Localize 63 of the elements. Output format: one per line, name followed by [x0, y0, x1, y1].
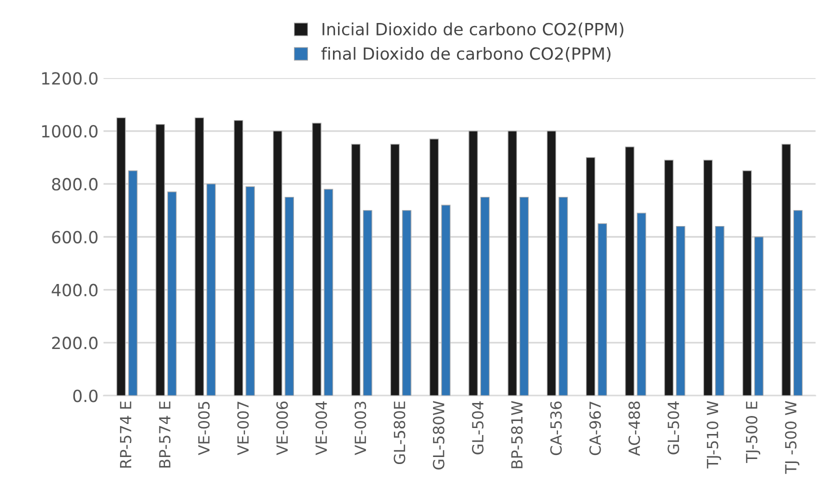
- bar: [167, 192, 177, 396]
- y-tick-label: 600.0: [52, 230, 98, 244]
- bar: [246, 186, 255, 396]
- bar: [598, 223, 607, 396]
- x-tick-label: CA-967: [589, 402, 601, 456]
- x-tick-label: BP-581W: [511, 401, 523, 468]
- legend-label: final Dioxido de carbono CO2(PPM): [321, 46, 610, 62]
- bar: [664, 160, 674, 396]
- x-tick-label: VE-006: [276, 401, 288, 456]
- bar: [546, 130, 556, 396]
- bar: [194, 117, 204, 396]
- bar: [351, 144, 361, 396]
- y-tick-label: 200.0: [52, 336, 98, 350]
- x-tick-label: AC-488: [628, 402, 640, 456]
- x-tick-label: GL-504: [668, 401, 680, 454]
- bar: [636, 212, 646, 396]
- bar: [284, 196, 294, 396]
- y-tick-label: 1200.0: [42, 72, 98, 85]
- bar: [468, 130, 478, 396]
- bar: [429, 138, 439, 396]
- bar: [128, 170, 138, 396]
- x-tick-label: BP-574 E: [159, 401, 171, 468]
- x-tick-label: CA-536: [550, 401, 562, 456]
- bar: [508, 130, 518, 396]
- bar: [312, 122, 322, 396]
- x-tick-label: TJ-510 W: [706, 401, 722, 468]
- x-tick-label: TJ-500 E: [746, 401, 760, 464]
- x-tick-label: VE-007: [237, 402, 249, 456]
- bar: [742, 170, 752, 396]
- bar: [715, 226, 724, 396]
- y-tick-label: 400.0: [52, 284, 98, 296]
- bar: [390, 144, 400, 396]
- bar: [156, 124, 165, 396]
- bar: [362, 210, 372, 396]
- x-tick-label: GL-580E: [394, 401, 406, 464]
- bar: [441, 204, 450, 396]
- legend-label: Inicial Dioxido de carbono CO2(PPM): [322, 22, 624, 38]
- x-tick-label: GL-580W: [432, 401, 444, 470]
- bar: [754, 236, 764, 396]
- bar: [703, 160, 713, 396]
- x-tick-label: GL-504: [472, 401, 484, 454]
- x-tick-label: VE-005: [198, 402, 210, 456]
- bar: [793, 210, 803, 396]
- bar: [402, 210, 412, 396]
- bar: [782, 144, 791, 396]
- y-tick-label: 800.0: [52, 178, 98, 191]
- x-tick-label: VE-004: [315, 401, 328, 456]
- x-tick-label: RP-574 E: [120, 401, 132, 468]
- bar: [480, 196, 490, 396]
- bar: [586, 157, 596, 396]
- bar: [116, 117, 126, 396]
- y-tick-label: 1000.0: [42, 125, 98, 138]
- bar: [519, 196, 529, 396]
- bar: [206, 184, 216, 396]
- bar: [234, 120, 244, 396]
- bar: [676, 226, 686, 396]
- bar: [324, 188, 334, 396]
- bar: [625, 146, 634, 396]
- x-tick-label: VE-003: [354, 402, 366, 456]
- y-tick-label: 0.0: [73, 390, 98, 402]
- bar: [558, 196, 568, 396]
- x-tick-label: TJ -500 W: [784, 401, 800, 474]
- bar: [272, 130, 282, 396]
